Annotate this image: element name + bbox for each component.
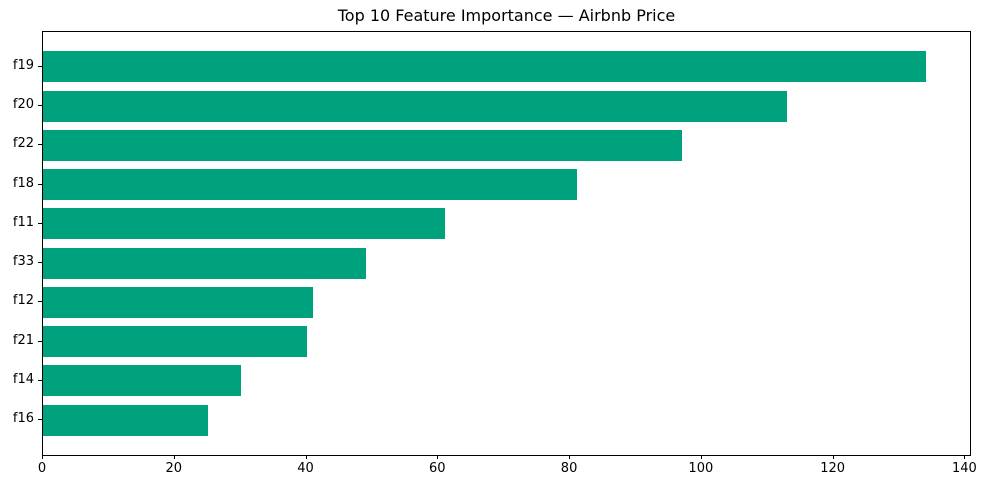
bar-f12 bbox=[43, 286, 314, 318]
y-tick-mark bbox=[38, 301, 42, 303]
y-tick-label: f18 bbox=[12, 175, 34, 191]
y-tick-mark bbox=[38, 419, 42, 421]
bar-f20 bbox=[43, 90, 788, 122]
x-tick-mark bbox=[437, 455, 439, 459]
x-tick-mark bbox=[569, 455, 571, 459]
x-tick-mark bbox=[42, 455, 43, 459]
x-tick-label: 120 bbox=[820, 461, 846, 476]
y-tick-label: f12 bbox=[12, 293, 34, 309]
plot-area bbox=[42, 31, 971, 456]
x-tick-label: 40 bbox=[297, 461, 314, 476]
y-tick-label: f19 bbox=[12, 57, 34, 73]
x-tick-label: 100 bbox=[688, 461, 714, 476]
x-tick-label: 20 bbox=[165, 461, 183, 476]
y-tick-label: f33 bbox=[12, 254, 34, 270]
bar-f19 bbox=[43, 51, 926, 83]
y-tick-label: f14 bbox=[12, 371, 34, 387]
x-tick-label: 140 bbox=[951, 461, 977, 476]
x-tick-mark bbox=[832, 455, 834, 459]
bar-f33 bbox=[43, 247, 366, 279]
x-tick-mark bbox=[173, 455, 175, 459]
y-tick-mark bbox=[38, 262, 42, 264]
x-tick-label: 80 bbox=[560, 461, 578, 476]
y-tick-mark bbox=[38, 379, 42, 381]
bar-f18 bbox=[43, 169, 577, 201]
y-tick-label: f16 bbox=[12, 411, 34, 427]
y-tick-label: f21 bbox=[12, 332, 34, 348]
y-tick-label: f20 bbox=[12, 97, 34, 113]
bar-f16 bbox=[43, 404, 208, 436]
y-tick-mark bbox=[38, 183, 42, 185]
y-tick-mark bbox=[38, 105, 42, 107]
x-tick-mark bbox=[700, 455, 702, 459]
x-tick-mark bbox=[964, 455, 966, 459]
x-tick-label: 60 bbox=[429, 461, 446, 476]
bar-f21 bbox=[43, 326, 307, 358]
y-tick-mark bbox=[38, 144, 42, 146]
y-tick-label: f11 bbox=[12, 214, 34, 230]
bar-f14 bbox=[43, 365, 241, 397]
bar-f11 bbox=[43, 208, 445, 240]
chart-title: Top 10 Feature Importance — Airbnb Price bbox=[337, 6, 676, 25]
x-tick-label: 0 bbox=[37, 461, 47, 476]
y-tick-mark bbox=[38, 340, 42, 342]
x-tick-mark bbox=[305, 455, 307, 459]
y-tick-label: f22 bbox=[12, 136, 34, 152]
y-tick-mark bbox=[38, 65, 42, 67]
y-tick-mark bbox=[38, 222, 42, 224]
bar-f22 bbox=[43, 129, 683, 161]
